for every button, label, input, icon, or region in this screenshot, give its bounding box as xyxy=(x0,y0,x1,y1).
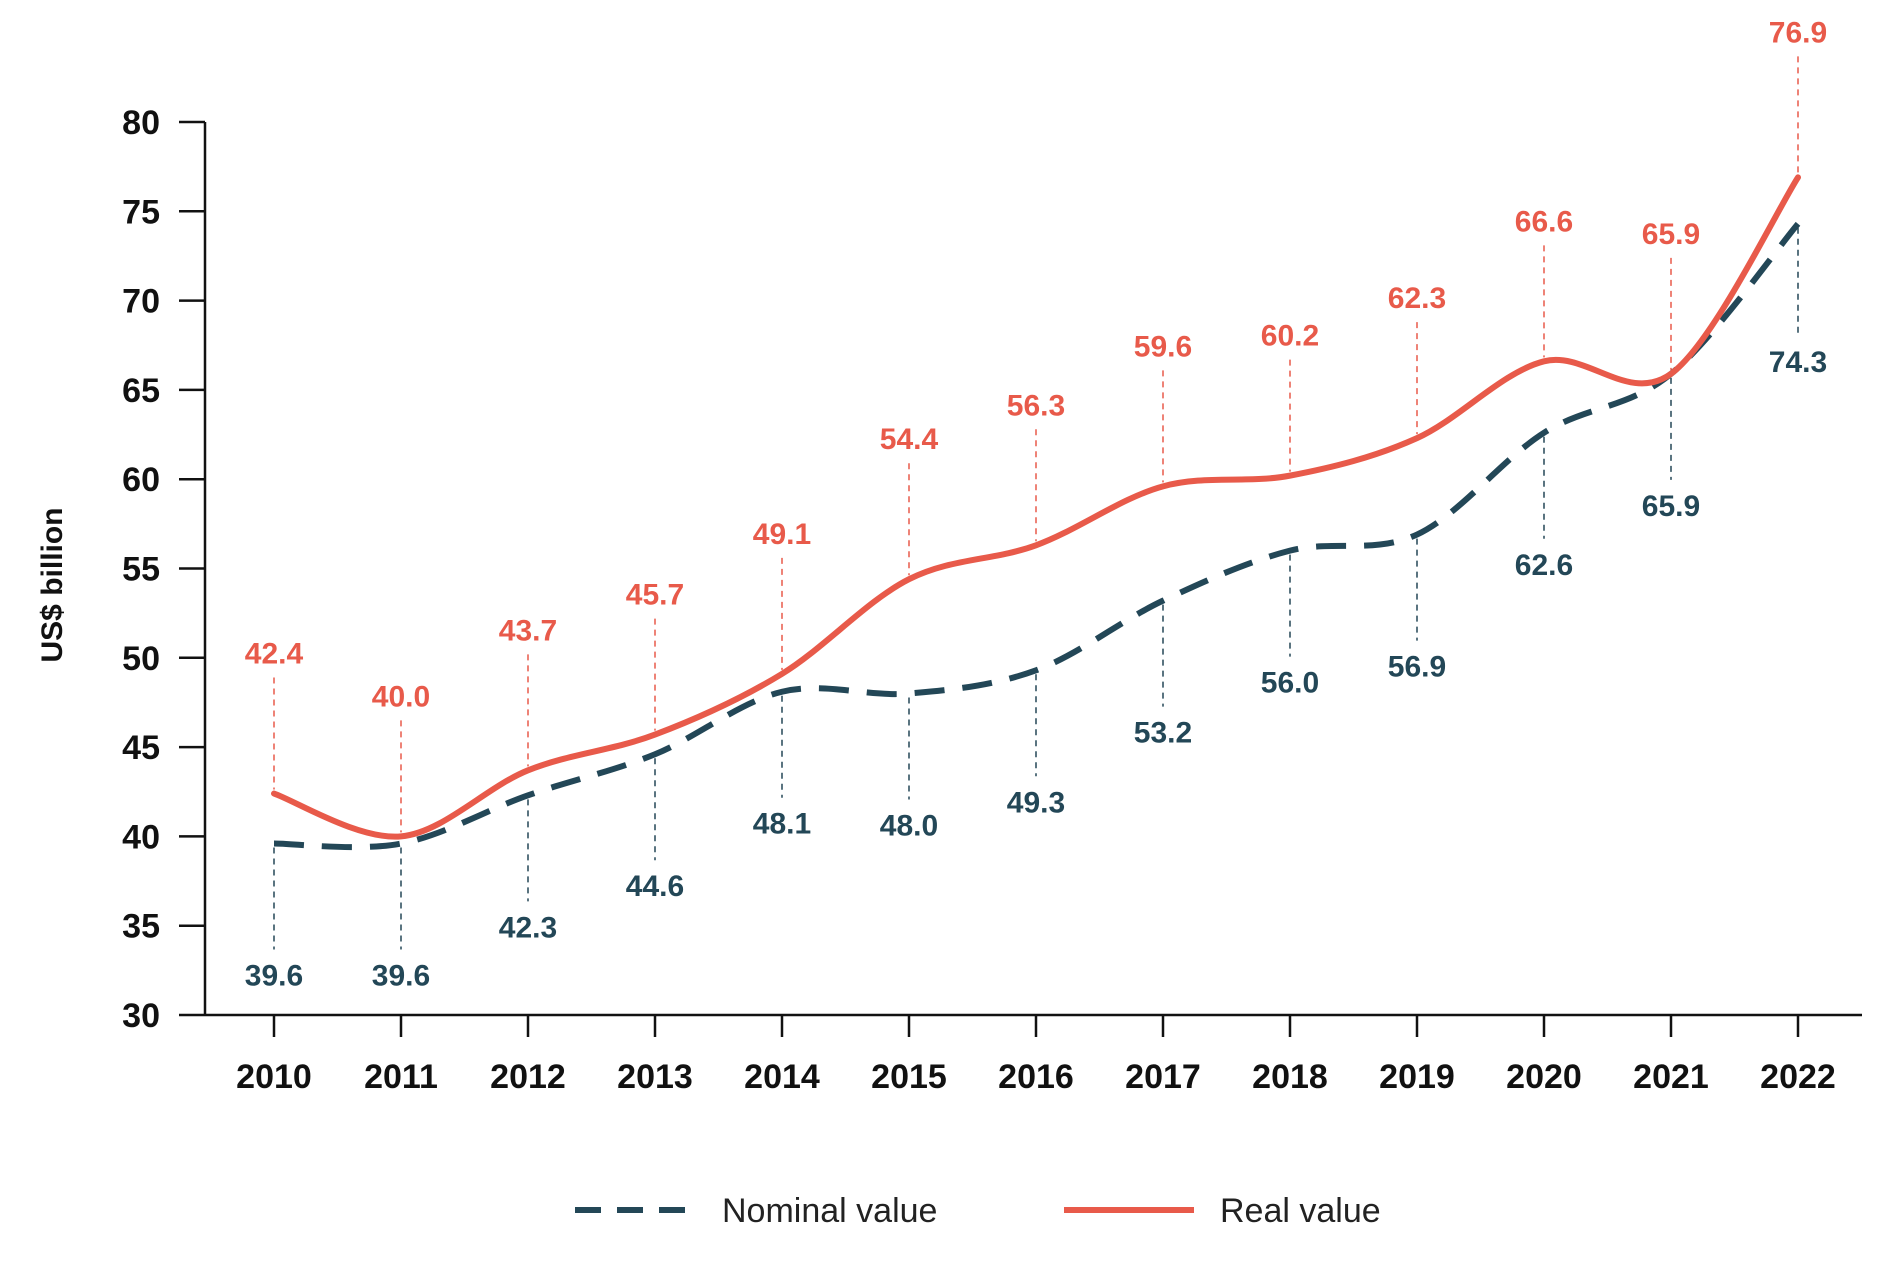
real-value-label: 43.7 xyxy=(499,614,557,647)
real-value-label: 62.3 xyxy=(1388,282,1446,315)
real-value-label: 56.3 xyxy=(1007,389,1065,422)
x-tick-label: 2019 xyxy=(1379,1058,1455,1096)
series-lines xyxy=(271,174,1801,851)
x-tick-label: 2011 xyxy=(364,1058,438,1096)
y-tick-label: 55 xyxy=(122,551,160,589)
nominal-value-label: 39.6 xyxy=(372,960,430,993)
real-value-line xyxy=(271,174,1801,840)
nominal-value-label: 62.6 xyxy=(1515,549,1573,582)
y-axis: 30 35 40 45 50 55 60 65 70 75 80 xyxy=(122,104,207,1035)
nominal-value-label: 74.3 xyxy=(1769,346,1827,379)
x-tick-label: 2013 xyxy=(617,1058,693,1096)
nominal-value-label: 42.3 xyxy=(499,911,557,944)
x-axis: 2010 2011 2012 2013 2014 2015 2016 2017 2018 2019… xyxy=(205,1013,1862,1096)
nominal-value-label: 49.3 xyxy=(1007,786,1065,819)
x-tick-label: 2017 xyxy=(1125,1058,1201,1096)
y-axis-title: US$ billion xyxy=(36,507,69,662)
x-tick-label: 2020 xyxy=(1506,1058,1582,1096)
nominal-value-label: 48.1 xyxy=(753,808,811,841)
real-value-label: 65.9 xyxy=(1642,218,1700,251)
y-tick-label: 45 xyxy=(122,729,160,767)
y-tick-label: 30 xyxy=(122,997,160,1035)
real-value-label: 49.1 xyxy=(753,518,811,551)
x-tick-label: 2014 xyxy=(744,1058,820,1096)
real-value-label: 60.2 xyxy=(1261,320,1319,353)
x-tick-label: 2012 xyxy=(490,1058,566,1096)
legend-label-nominal: Nominal value xyxy=(722,1192,937,1230)
x-tick-label: 2016 xyxy=(998,1058,1074,1096)
real-value-label: 59.6 xyxy=(1134,330,1192,363)
legend: Nominal value Real value xyxy=(575,1192,1381,1230)
x-tick-label: 2021 xyxy=(1633,1058,1709,1096)
y-tick-label: 50 xyxy=(122,640,160,678)
x-tick-label: 2018 xyxy=(1252,1058,1328,1096)
real-value-label: 76.9 xyxy=(1769,16,1827,49)
real-value-label: 66.6 xyxy=(1515,205,1573,238)
nominal-value-label: 48.0 xyxy=(880,810,938,843)
y-tick-label: 60 xyxy=(122,461,160,499)
legend-label-real: Real value xyxy=(1220,1192,1381,1230)
nominal-value-line xyxy=(273,221,1801,851)
y-tick-label: 40 xyxy=(122,818,160,856)
leader-lines xyxy=(273,56,1799,950)
x-tick-label: 2022 xyxy=(1760,1058,1836,1096)
nominal-value-label: 39.6 xyxy=(245,960,303,993)
nominal-value-label: 65.9 xyxy=(1642,490,1700,523)
real-value-label: 42.4 xyxy=(245,638,304,671)
y-tick-label: 75 xyxy=(122,193,160,231)
data-labels: 42.4 39.6 40.0 39.6 43.7 42.3 45.7 44.6 49.1 48.1… xyxy=(245,16,1827,992)
y-tick-label: 35 xyxy=(122,908,160,946)
real-value-label: 40.0 xyxy=(372,680,430,713)
nominal-value-label: 53.2 xyxy=(1134,717,1192,750)
y-tick-label: 70 xyxy=(122,283,160,321)
y-tick-label: 65 xyxy=(122,372,160,410)
real-value-label: 54.4 xyxy=(880,423,939,456)
x-tick-label: 2010 xyxy=(236,1058,312,1096)
real-value-label: 45.7 xyxy=(626,579,684,612)
nominal-value-label: 56.9 xyxy=(1388,651,1446,684)
x-tick-label: 2015 xyxy=(871,1058,947,1096)
nominal-value-label: 44.6 xyxy=(626,870,684,903)
y-tick-label: 80 xyxy=(122,104,160,142)
nominal-value-label: 56.0 xyxy=(1261,667,1319,700)
